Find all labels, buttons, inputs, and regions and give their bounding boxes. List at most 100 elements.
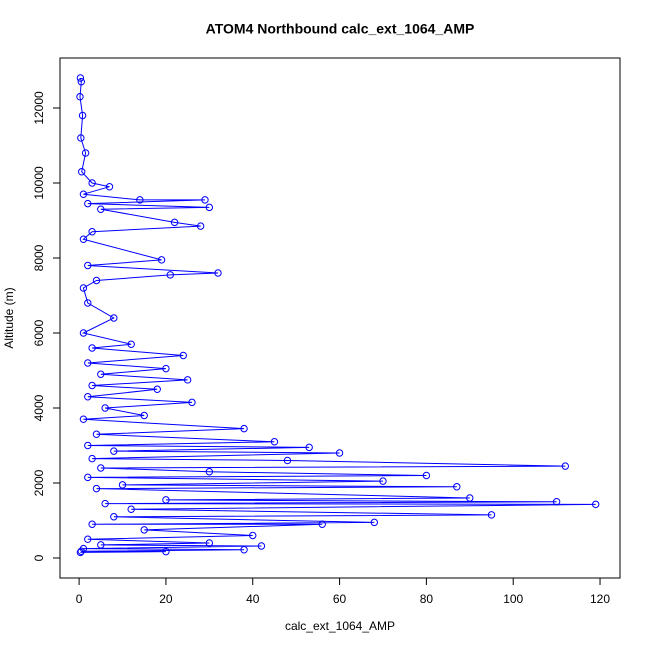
data-point — [92, 276, 101, 285]
data-point — [170, 218, 179, 227]
data-point — [162, 547, 170, 556]
plot-frame — [59, 57, 621, 579]
data-point — [370, 518, 378, 527]
data-point — [201, 196, 209, 204]
data-point — [140, 526, 148, 534]
data-point — [422, 471, 431, 480]
data-point — [196, 222, 205, 230]
data-point — [97, 205, 105, 213]
data-point — [84, 299, 92, 307]
data-point — [78, 111, 87, 120]
y-tick-label: 6000 — [32, 319, 46, 346]
data-point — [101, 404, 109, 412]
data-point — [257, 542, 266, 550]
data-point — [84, 199, 92, 208]
data-point — [79, 284, 88, 292]
data-point — [379, 477, 387, 485]
data-point — [84, 393, 92, 401]
y-tick-label: 12000 — [32, 91, 46, 125]
data-point — [76, 74, 85, 82]
data-point — [118, 481, 127, 489]
x-tick-label: 0 — [76, 592, 83, 606]
data-point — [78, 168, 86, 176]
data-point — [240, 424, 248, 433]
data-point — [79, 190, 88, 198]
x-axis-label: calc_ext_1064_AMP — [285, 619, 395, 633]
y-tick-label: 10000 — [32, 166, 46, 200]
x-tick-label: 120 — [590, 592, 610, 606]
data-point — [136, 196, 144, 204]
x-tick-label: 80 — [420, 592, 434, 606]
data-point — [88, 520, 96, 528]
data-point — [88, 179, 96, 187]
y-tick-label: 8000 — [32, 244, 46, 271]
data-point — [88, 454, 96, 463]
data-point — [110, 447, 118, 455]
data-point — [84, 473, 92, 482]
data-point — [249, 531, 257, 540]
data-point — [77, 134, 85, 142]
data-point — [283, 456, 292, 465]
data-point — [561, 462, 570, 470]
data-point — [76, 93, 84, 101]
data-point — [153, 385, 161, 393]
data-point — [88, 381, 96, 390]
data-point — [81, 149, 90, 157]
data-point — [77, 547, 85, 555]
data-point — [127, 340, 135, 348]
data-point — [84, 441, 92, 450]
data-point — [88, 344, 96, 352]
data-point — [162, 364, 170, 373]
data-point — [84, 261, 92, 270]
data-point — [84, 359, 92, 367]
data-point — [453, 483, 461, 491]
y-tick-label: 0 — [32, 554, 46, 561]
data-point — [188, 398, 196, 407]
data-point — [487, 511, 496, 519]
y-tick-label: 4000 — [32, 394, 46, 421]
data-point — [127, 505, 135, 513]
data-point — [79, 235, 88, 243]
data-line — [79, 77, 596, 553]
data-point — [97, 464, 105, 472]
y-tick-label: 2000 — [32, 469, 46, 496]
data-point — [110, 513, 118, 521]
data-point — [140, 411, 148, 420]
x-tick-label: 20 — [159, 592, 173, 606]
data-point — [162, 496, 170, 504]
data-point — [157, 256, 166, 264]
data-point — [240, 546, 248, 554]
data-point — [84, 535, 92, 543]
data-point — [105, 183, 114, 191]
data-point — [318, 520, 326, 528]
data-point — [205, 468, 214, 476]
data-point — [101, 499, 109, 508]
data-point — [183, 376, 192, 384]
data-point — [92, 484, 101, 493]
data-point — [179, 351, 187, 360]
data-point — [552, 498, 561, 506]
data-point — [166, 271, 174, 279]
data-point — [97, 541, 105, 549]
data-point — [270, 438, 279, 446]
data-point — [92, 430, 101, 438]
x-tick-label: 40 — [246, 592, 260, 606]
data-point — [110, 314, 118, 322]
chart-title: ATOM4 Northbound calc_ext_1064_AMP — [206, 21, 475, 37]
data-point — [305, 443, 313, 452]
x-tick-label: 60 — [333, 592, 347, 606]
data-point — [97, 370, 105, 378]
data-point — [214, 269, 222, 277]
data-point — [76, 548, 85, 557]
x-tick-label: 100 — [503, 592, 523, 606]
data-point — [88, 228, 96, 236]
data-point — [79, 329, 88, 337]
data-point — [77, 78, 85, 86]
y-axis-label: Altitude (m) — [2, 287, 16, 348]
data-point — [205, 203, 214, 212]
data-point — [79, 415, 88, 423]
data-point — [205, 539, 214, 547]
data-point — [466, 494, 474, 502]
data-point — [335, 449, 344, 457]
